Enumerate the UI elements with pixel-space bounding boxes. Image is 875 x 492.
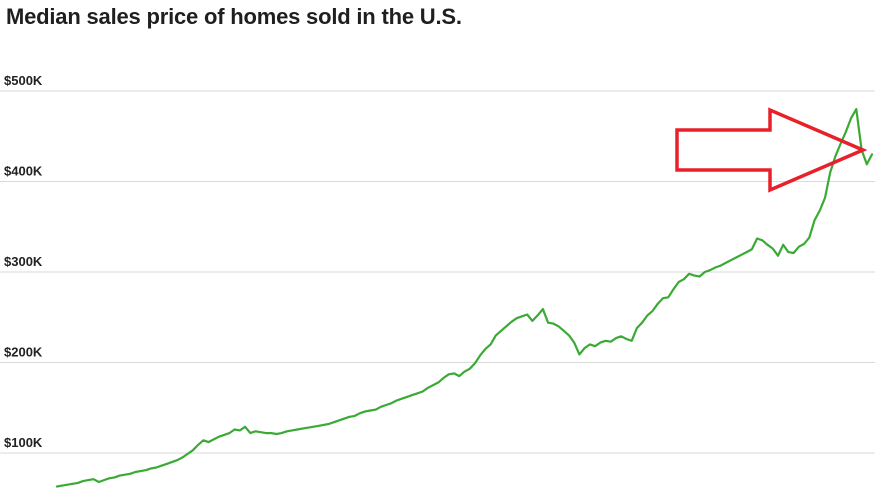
y-tick-label: $500K [4,73,43,88]
chart-title: Median sales price of homes sold in the … [6,4,462,29]
y-tick-label: $300K [4,254,43,269]
y-tick-label: $200K [4,345,43,360]
red-arrow-annotation [675,107,868,193]
gridlines [0,90,875,454]
y-tick-label: $100K [4,435,43,450]
y-axis-tick-labels: $100K $200K $300K $400K $500K [4,73,43,450]
series-layer [55,107,874,488]
series-line [55,107,874,488]
annotation-layer [675,107,868,193]
y-tick-label: $400K [4,164,43,179]
